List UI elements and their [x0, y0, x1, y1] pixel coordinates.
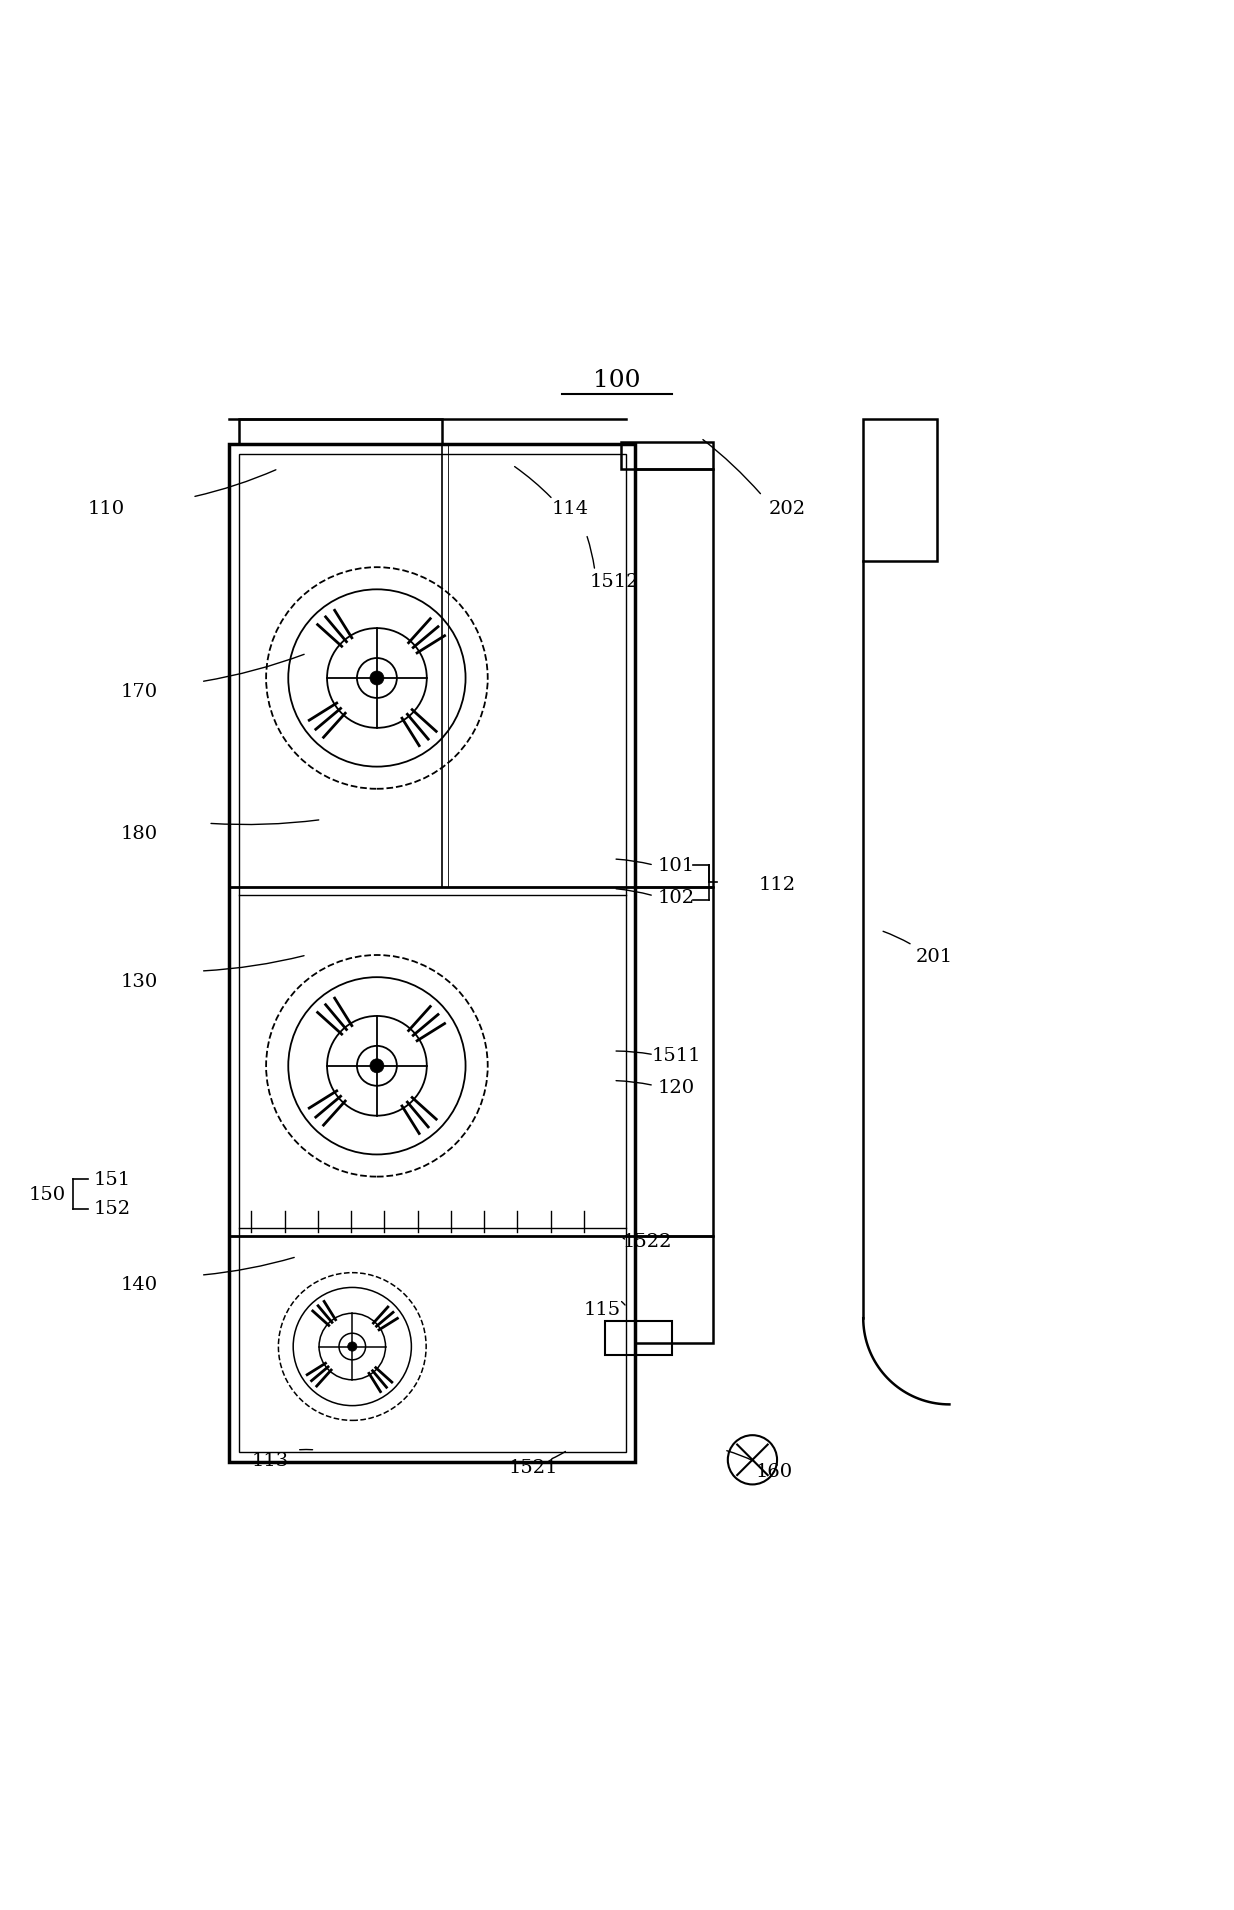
- Text: 1522: 1522: [623, 1232, 673, 1251]
- Circle shape: [339, 1333, 365, 1360]
- Text: 101: 101: [658, 858, 695, 875]
- Text: 100: 100: [594, 369, 640, 392]
- Circle shape: [357, 659, 397, 697]
- Text: 150: 150: [28, 1186, 65, 1203]
- Text: 1512: 1512: [590, 573, 639, 590]
- Text: 110: 110: [88, 500, 125, 518]
- Text: 115: 115: [584, 1301, 621, 1318]
- Bar: [864, 420, 937, 562]
- Bar: [239, 420, 442, 443]
- Bar: [230, 443, 636, 1463]
- Text: 102: 102: [658, 890, 695, 907]
- Text: 130: 130: [121, 972, 158, 991]
- Text: 160: 160: [756, 1463, 793, 1480]
- Text: 170: 170: [121, 682, 158, 701]
- Bar: [636, 888, 713, 1236]
- Circle shape: [357, 1047, 397, 1085]
- Text: 180: 180: [121, 825, 158, 844]
- Text: 140: 140: [121, 1276, 158, 1293]
- Circle shape: [348, 1343, 357, 1350]
- Text: 152: 152: [94, 1199, 131, 1219]
- Circle shape: [370, 1058, 384, 1073]
- Text: 114: 114: [552, 500, 589, 518]
- Text: 1511: 1511: [652, 1047, 701, 1066]
- Bar: [636, 1236, 713, 1343]
- Text: 151: 151: [94, 1171, 131, 1190]
- Text: 1521: 1521: [508, 1459, 558, 1478]
- Text: 201: 201: [916, 949, 953, 966]
- Text: 202: 202: [769, 500, 806, 518]
- Text: 112: 112: [759, 877, 796, 894]
- Bar: [636, 468, 713, 888]
- Circle shape: [370, 670, 384, 686]
- Text: 120: 120: [658, 1079, 695, 1096]
- Bar: [605, 1320, 673, 1356]
- Bar: [621, 441, 713, 468]
- Text: 113: 113: [252, 1452, 289, 1471]
- Bar: [239, 455, 626, 1452]
